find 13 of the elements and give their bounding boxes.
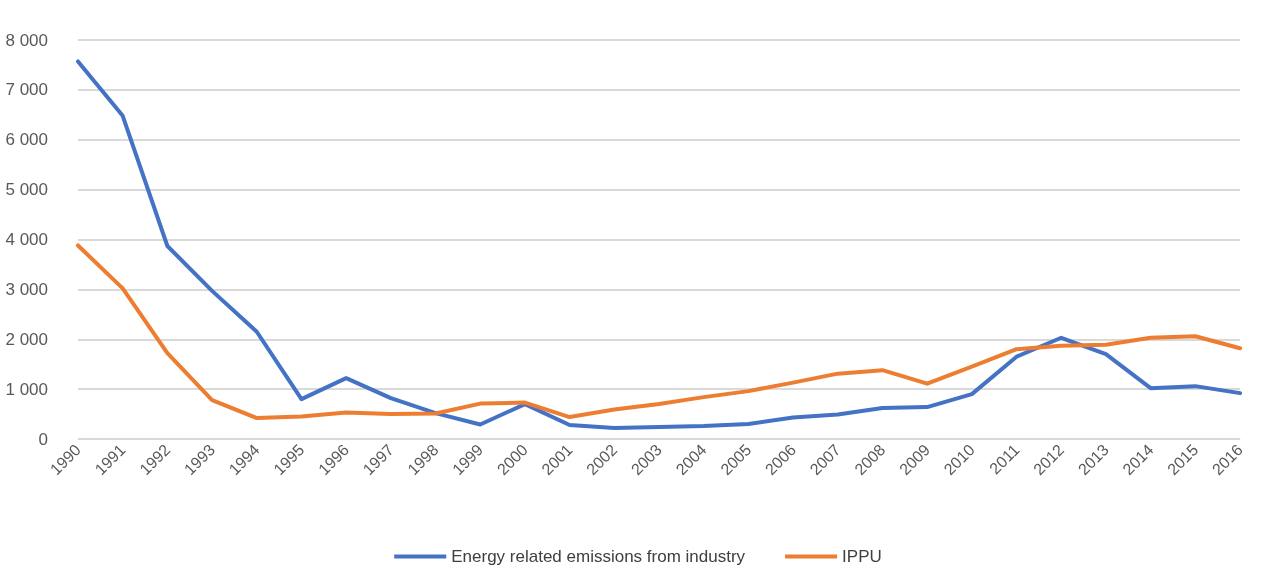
- y-tick-label: 6 000: [5, 130, 48, 150]
- y-tick-label: 7 000: [5, 80, 48, 100]
- line-series: [76, 243, 1242, 421]
- legend-label: IPPU: [842, 547, 882, 566]
- y-tick-label: 2 000: [5, 329, 48, 349]
- y-tick-label: 5 000: [5, 180, 48, 200]
- legend-label: Energy related emissions from industry: [451, 547, 746, 566]
- y-tick-label: 1 000: [5, 379, 48, 399]
- y-tick-label: 3 000: [5, 279, 48, 299]
- y-tick-label: 8 000: [5, 30, 48, 50]
- line-series: [76, 59, 1242, 431]
- y-tick-label: 0: [38, 429, 48, 449]
- y-tick-label: 4 000: [5, 230, 48, 249]
